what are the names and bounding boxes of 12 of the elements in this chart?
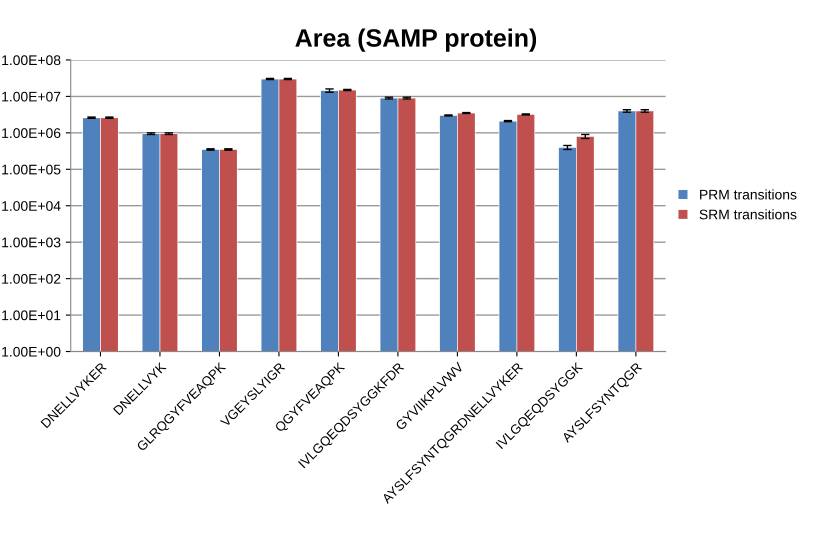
y-tick-label: 1.00E+02 [2, 274, 60, 284]
legend-label: SRM transitions [700, 209, 796, 220]
y-tick-label: 1.00E+08 [2, 55, 60, 66]
y-tick-label: 1.00E+05 [2, 164, 60, 174]
y-tick-label: 1.00E+06 [2, 128, 60, 138]
y-tick-label: 1.00E+04 [2, 201, 61, 211]
y-tick-label: 1.00E+03 [2, 238, 60, 248]
y-tick-label: 1.00E+01 [2, 310, 60, 320]
y-tick-label: 1.00E+07 [2, 92, 60, 102]
legend-label: PRM transitions [700, 189, 796, 200]
chart-title: Area (SAMP protein) [295, 28, 536, 52]
y-tick-label: 1.00E+00 [2, 346, 60, 357]
